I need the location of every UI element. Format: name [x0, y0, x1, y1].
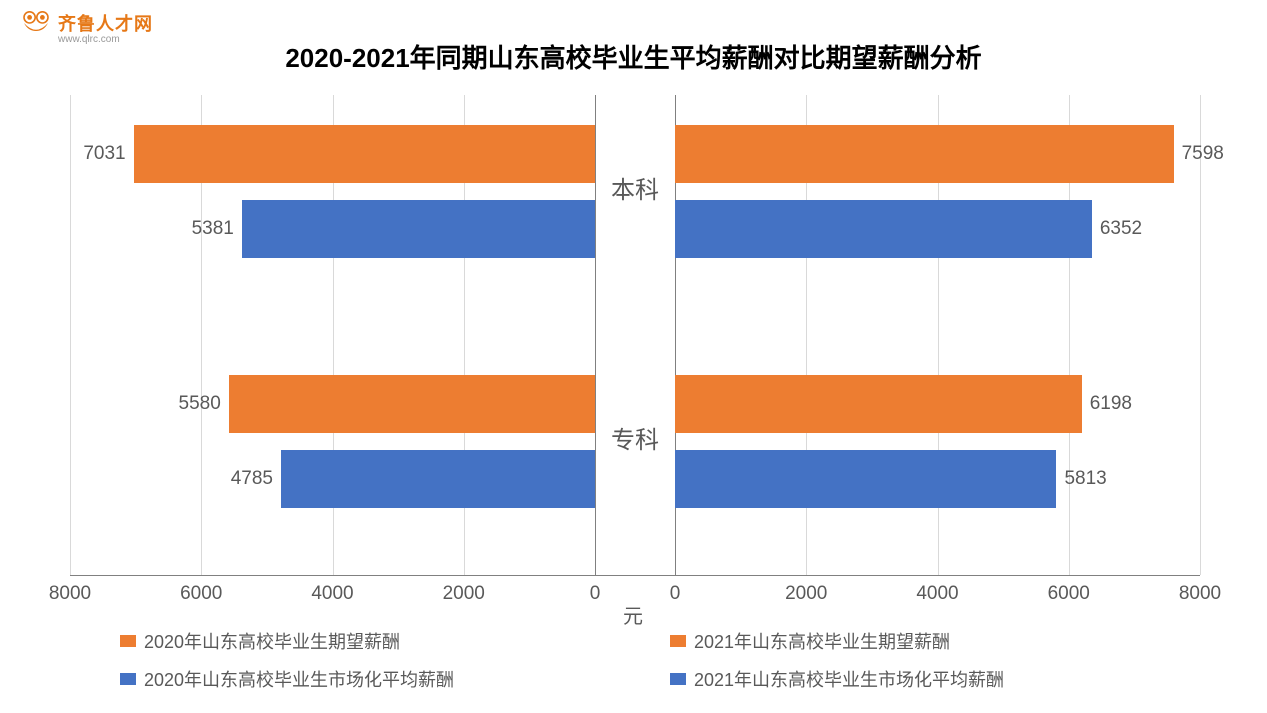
x-axis-line [70, 575, 1200, 576]
x-tick-label: 0 [590, 583, 601, 605]
legend-item: 2021年山东高校毕业生市场化平均薪酬 [670, 666, 1160, 692]
legend-swatch [120, 635, 136, 647]
logo-row: 齐鲁人才网 [20, 10, 153, 36]
bar-left-market [281, 450, 595, 508]
bar-value-label: 7598 [1182, 143, 1224, 165]
bar-right-expected [675, 375, 1082, 433]
x-tick-label: 6000 [180, 583, 222, 605]
x-tick-label: 8000 [1179, 583, 1221, 605]
logo-text: 齐鲁人才网 [58, 10, 153, 36]
logo-url: www.qlrc.com [58, 34, 120, 45]
plot-region: 8000600040002000002000400060008000元70315… [70, 95, 1200, 575]
legend-item: 2021年山东高校毕业生期望薪酬 [670, 628, 1160, 654]
chart-plot-area: 8000600040002000002000400060008000元70315… [70, 95, 1200, 575]
bar-value-label: 4785 [231, 468, 273, 490]
x-tick-label: 8000 [49, 583, 91, 605]
bar-left-expected [134, 125, 595, 183]
bar-right-market [675, 200, 1092, 258]
chart-title: 2020-2021年同期山东高校毕业生平均薪酬对比期望薪酬分析 [285, 38, 981, 75]
legend-swatch [670, 673, 686, 685]
left-zero-axis [595, 95, 596, 575]
x-tick-label: 4000 [916, 583, 958, 605]
legend-label: 2021年山东高校毕业生市场化平均薪酬 [694, 666, 1004, 692]
category-label: 本科 [596, 170, 674, 205]
legend-swatch [120, 673, 136, 685]
legend: 2020年山东高校毕业生期望薪酬 2021年山东高校毕业生期望薪酬 2020年山东高… [120, 628, 1160, 692]
legend-item: 2020年山东高校毕业生期望薪酬 [120, 628, 610, 654]
bar-value-label: 7031 [83, 143, 125, 165]
bar-left-expected [229, 375, 595, 433]
bar-value-label: 5381 [192, 218, 234, 240]
x-tick-label: 2000 [785, 583, 827, 605]
bar-right-expected [675, 125, 1174, 183]
x-tick-label: 2000 [443, 583, 485, 605]
legend-swatch [670, 635, 686, 647]
x-tick-label: 6000 [1048, 583, 1090, 605]
frog-icon [20, 11, 52, 35]
site-logo: 齐鲁人才网 www.qlrc.com [20, 10, 153, 45]
bar-value-label: 5813 [1064, 468, 1106, 490]
legend-label: 2020年山东高校毕业生市场化平均薪酬 [144, 666, 454, 692]
bar-right-market [675, 450, 1056, 508]
gridline [1200, 95, 1201, 575]
bar-value-label: 6198 [1090, 393, 1132, 415]
axis-unit-label: 元 [623, 600, 643, 629]
x-tick-label: 4000 [311, 583, 353, 605]
legend-label: 2020年山东高校毕业生期望薪酬 [144, 628, 400, 654]
legend-item: 2020年山东高校毕业生市场化平均薪酬 [120, 666, 610, 692]
bar-value-label: 5580 [179, 393, 221, 415]
bar-value-label: 6352 [1100, 218, 1142, 240]
category-label: 专科 [596, 420, 674, 455]
bar-left-market [242, 200, 595, 258]
legend-label: 2021年山东高校毕业生期望薪酬 [694, 628, 950, 654]
x-tick-label: 0 [670, 583, 681, 605]
gridline [70, 95, 71, 575]
